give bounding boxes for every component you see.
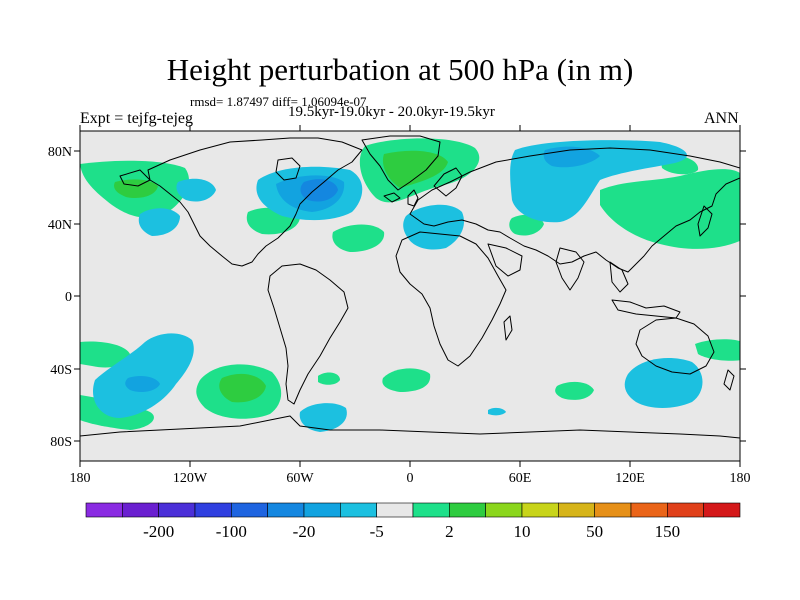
colorbar-swatch xyxy=(412,502,450,518)
coastline-south-america xyxy=(267,263,349,405)
colorbar-swatch xyxy=(449,502,486,518)
colorbar: -200 -100 -20 -5 2 10 50 150 xyxy=(85,502,741,541)
coastline-southeast-asia xyxy=(609,261,629,293)
anomaly-alaska xyxy=(176,178,216,202)
anomaly-south-atlantic xyxy=(382,368,431,392)
colorbar-label: 150 xyxy=(655,522,681,541)
lat-tick-label: 80N xyxy=(48,145,72,160)
axis-ticks: 180 120W 60W 0 60E 120E 180 80N 40N 0 40S 80S xyxy=(48,125,751,486)
anomaly-greenland-core xyxy=(382,150,448,188)
anomaly-indian-small xyxy=(488,407,506,416)
coastline-africa xyxy=(395,231,507,367)
coastline-hudson-bay xyxy=(275,157,301,181)
map-title: Height perturbation at 500 hPa (in m) xyxy=(166,52,634,87)
anomaly-south-pacific-west xyxy=(80,341,130,368)
colorbar-label: 50 xyxy=(586,522,603,541)
lat-tick-label: 0 xyxy=(65,290,72,305)
season-label: ANN xyxy=(704,110,739,127)
lat-tick-label: 40S xyxy=(50,363,72,378)
coastlines xyxy=(80,135,740,439)
colorbar-swatch xyxy=(558,502,595,518)
colorbar-swatch xyxy=(340,502,377,518)
colorbar-swatch xyxy=(231,502,268,518)
coastline-antarctica xyxy=(80,415,740,439)
colorbar-label: 10 xyxy=(514,522,531,541)
anomaly-south-atlantic-blue xyxy=(299,403,347,432)
coastline-new-zealand xyxy=(723,369,735,391)
anomaly-south-indian xyxy=(555,381,594,400)
anomaly-atlantic xyxy=(332,224,385,252)
anomaly-mediterranean xyxy=(403,204,465,250)
coastline-europe-asia xyxy=(409,147,740,273)
lon-tick-label: 120E xyxy=(615,471,645,486)
anomaly-eastern-north-america-core xyxy=(300,179,338,202)
coastline-japan xyxy=(697,205,713,237)
anomaly-south-pacific-core xyxy=(125,376,160,392)
colorbar-swatch xyxy=(485,502,523,518)
lon-tick-label: 180 xyxy=(730,471,751,486)
colorbar-swatch xyxy=(376,502,414,518)
lat-tick-label: 80S xyxy=(50,435,72,450)
coastline-north-america xyxy=(147,137,363,267)
colorbar-swatch xyxy=(194,502,232,518)
colorbar-swatch xyxy=(267,502,305,518)
coastline-australia xyxy=(635,317,715,375)
colorbar-swatch xyxy=(158,502,196,518)
coastline-iceland xyxy=(383,192,401,203)
colorbar-label: -5 xyxy=(370,522,384,541)
colorbar-label: -20 xyxy=(293,522,316,541)
colorbar-swatch xyxy=(667,502,704,518)
anomaly-fields xyxy=(80,138,740,432)
anomaly-east-asia xyxy=(600,169,740,249)
colorbar-swatch xyxy=(85,502,123,518)
coastline-alaska xyxy=(119,169,151,187)
colorbar-label: -100 xyxy=(216,522,247,541)
anomaly-tasman xyxy=(695,339,740,361)
anomaly-asia-small xyxy=(509,214,544,236)
anomaly-southeast-pacific-core xyxy=(219,373,266,403)
coastline-madagascar xyxy=(503,315,513,341)
coastline-britain xyxy=(407,189,419,207)
colorbar-swatch xyxy=(703,502,741,518)
coastline-scandinavia xyxy=(433,167,463,197)
lon-tick-label: 60W xyxy=(286,471,314,486)
period-label: 19.5kyr-19.0kyr - 20.0kyr-19.5kyr xyxy=(288,104,495,120)
anomaly-east-pacific-south xyxy=(318,372,340,385)
colorbar-label: 2 xyxy=(445,522,454,541)
lat-tick-label: 40N xyxy=(48,218,72,233)
colorbar-label: -200 xyxy=(143,522,174,541)
rmsd-stats: rmsd= 1.87497 diff= 1.06094e-07 xyxy=(190,94,367,109)
lon-tick-label: 60E xyxy=(509,471,532,486)
coastline-indonesia xyxy=(611,299,681,319)
anomaly-south-of-australia xyxy=(624,358,703,408)
lon-tick-label: 180 xyxy=(70,471,91,486)
lon-tick-label: 0 xyxy=(407,471,414,486)
coastline-greenland xyxy=(361,135,441,191)
anomaly-north-pacific-east xyxy=(138,208,180,236)
colorbar-swatch xyxy=(303,502,341,518)
anomaly-south-pacific xyxy=(92,333,194,418)
experiment-label: Expt = tejfg-tejeg xyxy=(80,110,193,127)
colorbar-swatch xyxy=(521,502,559,518)
colorbar-swatch xyxy=(122,502,159,518)
coastline-india xyxy=(555,247,585,291)
colorbar-swatch xyxy=(630,502,668,518)
coastline-arabia xyxy=(487,243,523,277)
colorbar-swatch xyxy=(594,502,632,518)
lon-tick-label: 120W xyxy=(173,471,208,486)
